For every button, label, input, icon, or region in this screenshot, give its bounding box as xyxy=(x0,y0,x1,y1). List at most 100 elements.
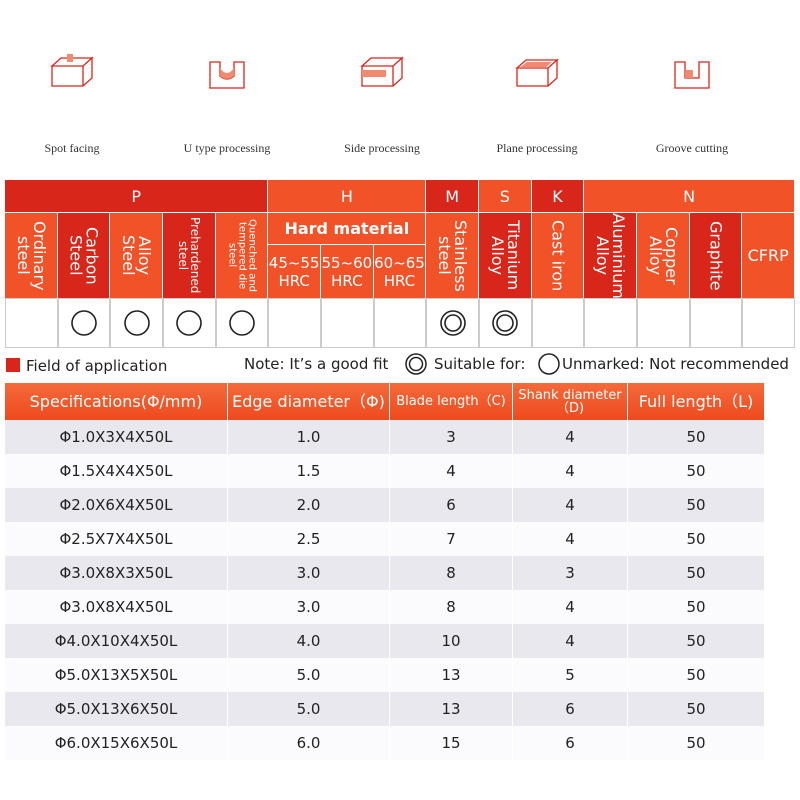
table-cell: 6 xyxy=(513,692,628,726)
rating-cell xyxy=(110,298,163,348)
rating-cell xyxy=(373,298,427,348)
legend-field: Field of application xyxy=(26,357,168,375)
material-header: Aluminium Alloy xyxy=(584,212,637,298)
suitable-mark xyxy=(229,310,255,336)
process-icon xyxy=(50,54,94,87)
rating-cell xyxy=(215,298,269,348)
group-header: M xyxy=(426,180,479,212)
process-label: Spot facing xyxy=(44,140,100,155)
rating-cell xyxy=(479,298,532,348)
process-label: Plane processing xyxy=(496,140,578,155)
rating-cell xyxy=(268,298,321,348)
table-cell: Φ5.0X13X6X50L xyxy=(5,692,228,726)
suitable-mark xyxy=(123,310,150,336)
process-icon xyxy=(515,58,559,87)
group-header: P xyxy=(5,180,269,212)
material-header: Copper Alloy xyxy=(637,212,690,298)
table-header: Shank diameter（D) xyxy=(513,383,628,420)
table-cell: 4 xyxy=(513,454,628,488)
table-cell: Φ5.0X13X5X50L xyxy=(5,658,228,692)
legend-suitable: Suitable for: xyxy=(434,355,526,373)
table-cell: Φ4.0X10X4X50L xyxy=(5,624,228,658)
process-icon xyxy=(674,61,710,89)
rating-cell xyxy=(689,298,743,348)
table-cell: 4 xyxy=(513,420,628,454)
table-cell: 3 xyxy=(390,420,513,454)
table-cell: Φ2.5X7X4X50L xyxy=(5,522,228,556)
table-cell: 1.5 xyxy=(228,454,390,488)
table-cell: 50 xyxy=(628,522,765,556)
table-header: Specifications(Φ/mm) xyxy=(5,383,228,420)
table-cell: Φ3.0X8X4X50L xyxy=(5,590,228,624)
material-header: 60~65 HRC xyxy=(373,244,427,298)
table-header: Blade length（C) xyxy=(390,383,513,420)
legend-swatch xyxy=(6,358,20,372)
process-label: U type processing xyxy=(183,140,271,155)
table-cell: 7 xyxy=(390,522,513,556)
table-cell: 15 xyxy=(390,726,513,760)
group-header: N xyxy=(584,180,795,212)
table-cell: 1.0 xyxy=(228,420,390,454)
table-cell: 6.0 xyxy=(228,726,390,760)
rating-cell xyxy=(57,298,111,348)
table-cell: 5.0 xyxy=(228,658,390,692)
process-label: Groove cutting xyxy=(655,140,729,155)
table-cell: 10 xyxy=(390,624,513,658)
group-subtitle: Hard material xyxy=(268,212,427,244)
table-cell: 2.0 xyxy=(228,488,390,522)
table-cell: 50 xyxy=(628,420,765,454)
good-fit-mark xyxy=(439,310,466,336)
material-header: Graphite xyxy=(689,212,743,298)
legend-good-mark xyxy=(405,353,427,375)
table-cell: 6 xyxy=(513,726,628,760)
material-header: Carbon Steel xyxy=(57,212,111,298)
rating-cell xyxy=(531,298,585,348)
table-cell: 8 xyxy=(390,556,513,590)
table-cell: Φ1.5X4X4X50L xyxy=(5,454,228,488)
group-header: K xyxy=(531,180,585,212)
table-cell: Φ2.0X6X4X50L xyxy=(5,488,228,522)
rating-cell xyxy=(321,298,374,348)
table-cell: 3.0 xyxy=(228,556,390,590)
suitable-mark xyxy=(71,310,97,336)
table-cell: 50 xyxy=(628,556,765,590)
material-header: Alloy Steel xyxy=(110,212,163,298)
table-cell: 50 xyxy=(628,590,765,624)
table-cell: 50 xyxy=(628,658,765,692)
table-header: Edge diameter（Φ) xyxy=(228,383,390,420)
table-cell: 5 xyxy=(513,658,628,692)
rating-cell xyxy=(5,298,58,348)
material-header: 45~55 HRC xyxy=(268,244,321,298)
table-cell: 8 xyxy=(390,590,513,624)
material-header: Cast iron xyxy=(531,212,585,298)
legend-good: Note: It’s a good fit xyxy=(244,355,389,373)
table-cell: 3 xyxy=(513,556,628,590)
rating-cell xyxy=(637,298,690,348)
table-cell: 5.0 xyxy=(228,692,390,726)
material-header: CFRP xyxy=(742,212,795,298)
table-cell: 6 xyxy=(390,488,513,522)
material-header: 55~60 HRC xyxy=(321,244,374,298)
table-cell: Φ3.0X8X3X50L xyxy=(5,556,228,590)
rating-cell xyxy=(584,298,637,348)
table-cell: 50 xyxy=(628,624,765,658)
material-header: Titanium Alloy xyxy=(479,212,532,298)
process-label: Side processing xyxy=(344,140,420,155)
rating-cell xyxy=(742,298,795,348)
table-cell: 50 xyxy=(628,726,765,760)
group-header: S xyxy=(479,180,532,212)
table-cell: 4 xyxy=(513,488,628,522)
table-cell: 4 xyxy=(513,590,628,624)
process-icon xyxy=(209,61,245,89)
rating-cell xyxy=(426,298,479,348)
table-cell: 13 xyxy=(390,658,513,692)
table-cell: 13 xyxy=(390,692,513,726)
table-header: Full length（L) xyxy=(628,383,765,420)
table-cell: Φ6.0X15X6X50L xyxy=(5,726,228,760)
material-header: Stainless steel xyxy=(426,212,479,298)
table-cell: 50 xyxy=(628,454,765,488)
table-cell: 4 xyxy=(390,454,513,488)
table-cell: 3.0 xyxy=(228,590,390,624)
table-cell: 50 xyxy=(628,488,765,522)
